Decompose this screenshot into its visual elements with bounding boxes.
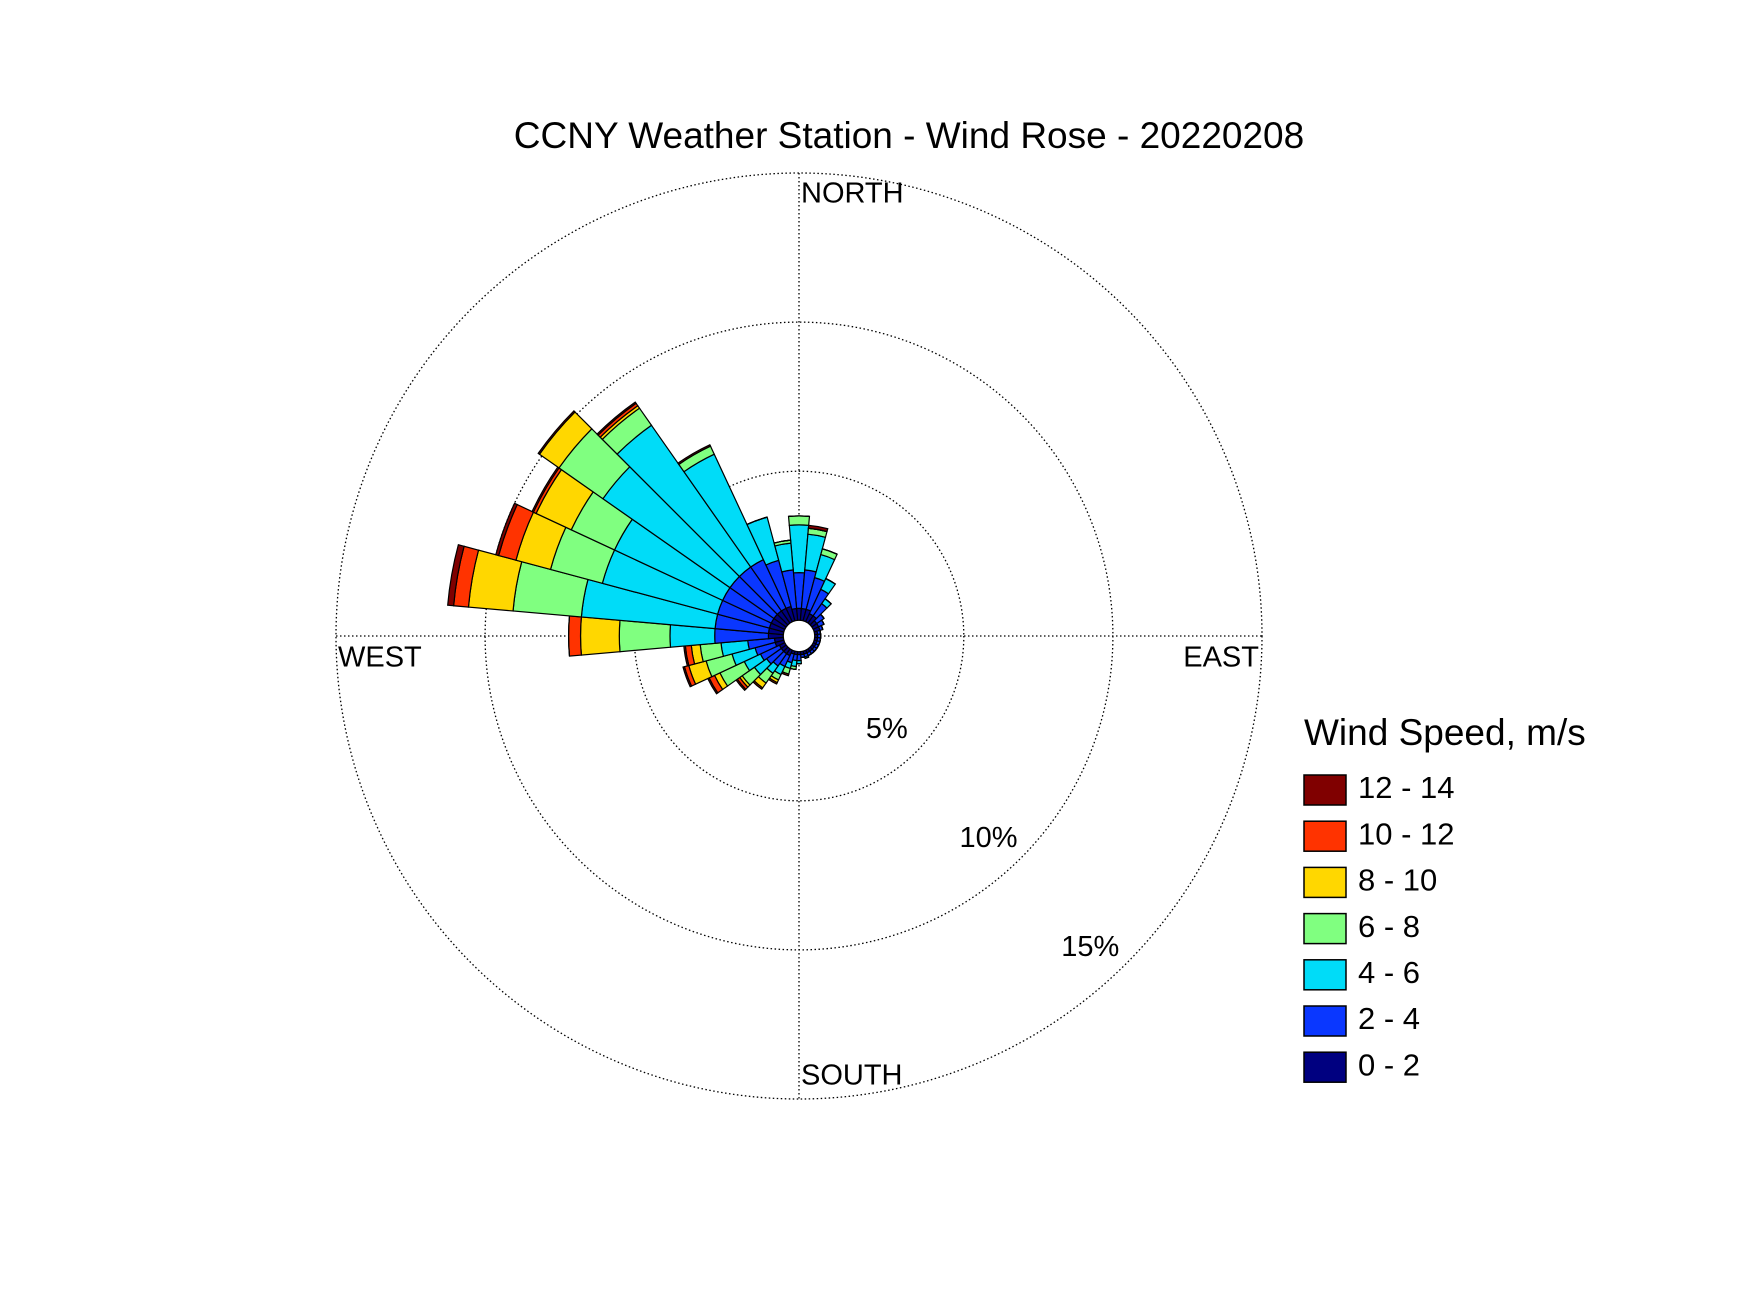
wind-segment [787,515,811,526]
center-hole [782,619,816,653]
legend-swatch [1303,959,1347,991]
legend-swatch [1303,1051,1347,1083]
wind-segment [773,539,791,544]
legend-swatch [1303,912,1347,945]
wind-segment [821,619,825,625]
compass-label: SOUTH [801,1060,903,1092]
wind-segment [567,615,583,657]
wind-segment [804,656,810,659]
wind-segment [677,443,712,466]
r-tick-label: 5% [866,713,908,745]
wind-segment [618,619,672,653]
compass-label: WEST [338,642,422,674]
wind-segment [579,616,621,656]
legend-swatch [1303,820,1347,852]
legend-label: 2 - 4 [1358,1001,1420,1036]
r-tick-label: 15% [1061,931,1119,963]
legend-label: 10 - 12 [1358,816,1455,851]
legend-label: 8 - 10 [1358,863,1437,898]
legend-label: 6 - 8 [1358,909,1420,944]
wind-segment [822,548,838,555]
legend-swatch [1303,774,1347,806]
wind-segment [820,625,824,630]
grid-circle [633,470,965,802]
legend-label: 12 - 14 [1358,770,1455,805]
wind-segment [537,410,576,456]
legend-title: Wind Speed, m/s [1304,712,1586,753]
wind-segment [807,524,829,533]
chart-title: CCNY Weather Station - Wind Rose - 20220… [514,115,1304,156]
wind-segment [447,543,465,607]
r-tick-label: 10% [960,822,1018,854]
legend-label: 0 - 2 [1358,1047,1420,1082]
compass-label: NORTH [801,178,904,210]
compass-label: EAST [1183,642,1259,674]
legend-swatch [1303,1005,1347,1037]
legend-label: 4 - 6 [1358,955,1420,990]
wind-segment [495,502,519,557]
legend-swatch [1303,866,1347,899]
wind-segment [682,665,693,688]
wind-segment [596,401,637,436]
